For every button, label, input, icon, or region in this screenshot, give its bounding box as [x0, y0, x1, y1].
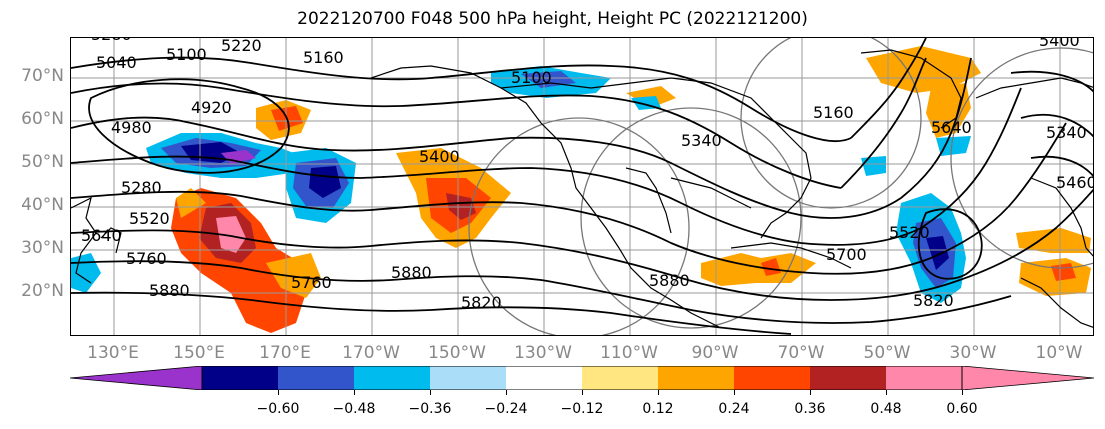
lat-label: 60°N: [21, 109, 64, 129]
lat-label: 40°N: [21, 195, 64, 215]
contour-labels: 5280 5100 5220 5040 5160 4980 4920 5280 …: [81, 38, 1094, 312]
colorbar-tick-label: −0.24: [484, 401, 528, 417]
colorbar-segment: [810, 366, 887, 390]
lon-label: 150°E: [173, 343, 225, 363]
colorbar-segment: [430, 366, 507, 390]
contour-label: 5700: [826, 245, 867, 264]
lon-label: 150°W: [428, 343, 486, 363]
colorbar-tick-mark: [506, 390, 507, 395]
contour-label: 5160: [303, 48, 344, 67]
contour-label: 5640: [931, 118, 972, 137]
contour-label: 5460: [1056, 173, 1094, 192]
contour-label: 5340: [1046, 123, 1087, 142]
contour-label: 5880: [391, 263, 432, 282]
graticule: [71, 38, 1093, 335]
lon-label: 10°W: [1035, 343, 1083, 363]
contour-label: 5280: [121, 178, 162, 197]
colorbar-tick-label: 0.12: [642, 401, 674, 417]
colorbar-tick-label: 0.48: [870, 401, 902, 417]
colorbar-tick-label: −0.48: [332, 401, 376, 417]
contour-label: 5880: [649, 271, 690, 290]
colorbar-tick-mark: [734, 390, 735, 395]
lat-label: 50°N: [21, 152, 64, 172]
colorbar: [70, 366, 1094, 390]
contour-label: 5640: [81, 226, 122, 245]
colorbar-segment: [506, 366, 583, 390]
contour-label: 5400: [1039, 38, 1080, 50]
colorbar-segment: [354, 366, 431, 390]
colorbar-tick-mark: [810, 390, 811, 395]
colorbar-segment: [278, 366, 355, 390]
colorbar-tick-label: −0.60: [256, 401, 300, 417]
contour-label: 5100: [511, 68, 552, 87]
lon-label: 130°E: [87, 343, 139, 363]
contour-label: 5400: [419, 147, 460, 166]
contour-label: 5820: [461, 293, 502, 312]
colorbar-segment: [734, 366, 811, 390]
colorbar-segment: [886, 366, 963, 390]
colorbar-tick-label: 0.36: [794, 401, 826, 417]
contour-label: 5340: [681, 131, 722, 150]
colorbar-tick-mark: [582, 390, 583, 395]
colorbar-tick-mark: [658, 390, 659, 395]
lon-label: 50°W: [863, 343, 911, 363]
range-circles: [468, 38, 1093, 335]
lon-label: 170°E: [259, 343, 311, 363]
colorbar-tick-mark: [886, 390, 887, 395]
colorbar-tick-mark: [430, 390, 431, 395]
contour-label: 5100: [166, 45, 207, 64]
lon-label: 70°W: [777, 343, 825, 363]
chart-title: 2022120700 F048 500 hPa height, Height P…: [297, 9, 808, 29]
lat-label: 70°N: [21, 66, 64, 86]
colorbar-tick-label: −0.12: [560, 401, 604, 417]
colorbar-tick-mark: [962, 390, 963, 395]
lat-label: 30°N: [21, 238, 64, 258]
contour-label: 5280: [91, 38, 132, 44]
contour-label: 5760: [126, 249, 167, 268]
lon-label: 30°W: [949, 343, 997, 363]
colorbar-tick-mark: [278, 390, 279, 395]
colorbar-segment: [202, 366, 279, 390]
map-svg: 5280 5100 5220 5040 5160 4980 4920 5280 …: [71, 38, 1094, 335]
contour-label: 5820: [913, 291, 954, 310]
colorbar-tick-label: −0.36: [408, 401, 452, 417]
contour-label: 4920: [191, 98, 232, 117]
contour-label: 4980: [111, 118, 152, 137]
lon-label: 110°W: [600, 343, 658, 363]
colorbar-tick-mark: [354, 390, 355, 395]
contour-label: 5880: [149, 281, 190, 300]
contour-label: 5520: [129, 209, 170, 228]
colorbar-segment: [658, 366, 735, 390]
contour-label: 5040: [96, 53, 137, 72]
lon-label: 170°W: [342, 343, 400, 363]
colorbar-tick-label: 0.24: [718, 401, 750, 417]
height-contours: [71, 38, 1093, 335]
lat-label: 20°N: [21, 281, 64, 301]
lon-label: 90°W: [691, 343, 739, 363]
contour-label: 5220: [221, 38, 262, 55]
colorbar-segment: [582, 366, 659, 390]
lon-label: 130°W: [514, 343, 572, 363]
contour-label: 5760: [291, 273, 332, 292]
map-panel: 5280 5100 5220 5040 5160 4980 4920 5280 …: [70, 37, 1094, 336]
contour-label: 5520: [889, 223, 930, 242]
contour-label: 5160: [813, 103, 854, 122]
colorbar-tick-label: 0.60: [946, 401, 978, 417]
